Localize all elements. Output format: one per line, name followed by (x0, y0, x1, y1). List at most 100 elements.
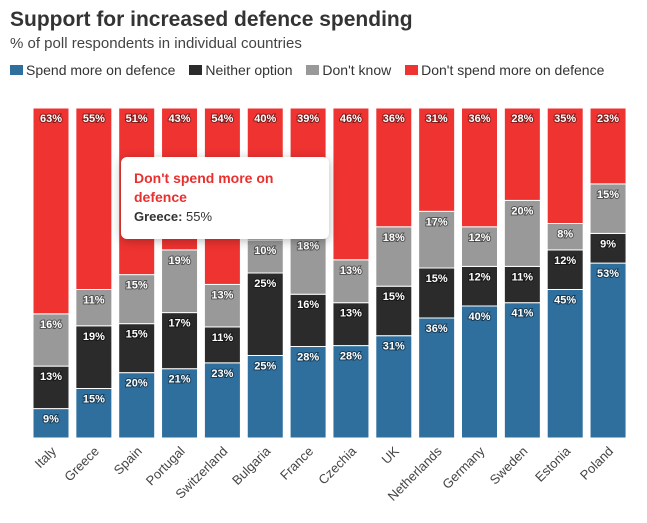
legend-label-dont-spend-more: Don't spend more on defence (421, 62, 605, 78)
data-label-uk-don-t-spend-more-on-defence: 36% (383, 113, 405, 125)
bar-france-don-t-know[interactable] (289, 234, 327, 295)
bar-spain-don-t-know[interactable] (118, 274, 156, 325)
bar-france-spend-more-on-defence[interactable] (289, 346, 327, 439)
data-label-germany-don-t-know: 12% (468, 232, 490, 244)
legend-item-dont-know[interactable]: Don't know (306, 60, 391, 80)
data-label-netherlands-neither-option: 15% (426, 273, 448, 285)
bar-portugal-spend-more-on-defence[interactable] (161, 368, 199, 439)
tooltip-label: Greece: (134, 209, 183, 224)
x-tick-label-estonia: Estonia (532, 443, 574, 485)
data-label-sweden-neither-option: 11% (512, 271, 534, 283)
bar-netherlands-don-t-know[interactable] (418, 210, 456, 269)
x-tick-label-greece: Greece (61, 444, 102, 485)
bar-italy-spend-more-on-defence[interactable] (32, 408, 70, 439)
data-label-sweden-don-t-spend-more-on-defence: 28% (511, 113, 533, 125)
x-tick-label-poland: Poland (577, 444, 616, 483)
legend-item-dont-spend-more[interactable]: Don't spend more on defence (405, 60, 604, 80)
data-label-spain-spend-more-on-defence: 20% (126, 378, 148, 390)
bar-bulgaria-don-t-know[interactable] (246, 239, 284, 274)
legend-swatch-dont-spend-more (405, 65, 419, 75)
data-label-greece-spend-more-on-defence: 15% (83, 394, 105, 406)
legend-swatch-dont-know (306, 65, 320, 75)
bar-sweden-don-t-spend-more-on-defence[interactable] (503, 107, 541, 201)
data-label-italy-don-t-know: 16% (40, 319, 62, 331)
bar-czechia-don-t-spend-more-on-defence[interactable] (332, 107, 370, 261)
bar-greece-don-t-know[interactable] (75, 289, 113, 327)
data-label-greece-neither-option: 19% (83, 331, 105, 343)
data-label-czechia-don-t-know: 13% (340, 265, 362, 277)
data-label-switzerland-neither-option: 11% (212, 332, 234, 344)
bar-poland-don-t-spend-more-on-defence[interactable] (589, 107, 627, 185)
data-label-portugal-spend-more-on-defence: 21% (169, 374, 191, 386)
bar-switzerland-neither-option[interactable] (203, 326, 241, 364)
data-label-portugal-don-t-spend-more-on-defence: 43% (169, 113, 191, 125)
bar-portugal-neither-option[interactable] (161, 312, 199, 370)
data-label-czechia-don-t-spend-more-on-defence: 46% (340, 113, 362, 125)
data-label-greece-don-t-spend-more-on-defence: 55% (83, 113, 105, 125)
data-label-czechia-neither-option: 13% (340, 308, 362, 320)
bar-bulgaria-spend-more-on-defence[interactable] (246, 355, 284, 439)
bar-netherlands-spend-more-on-defence[interactable] (418, 317, 456, 439)
legend-item-spend-more[interactable]: Spend more on defence (10, 60, 175, 80)
bar-italy-neither-option[interactable] (32, 365, 70, 410)
bar-italy-don-t-know[interactable] (32, 313, 70, 367)
tooltip: Don't spend more on defence Greece: 55% (121, 157, 329, 239)
x-tick-label-czechia: Czechia (315, 443, 359, 487)
bar-germany-neither-option[interactable] (461, 265, 498, 307)
tooltip-title: Don't spend more on defence (134, 170, 274, 205)
bar-uk-don-t-know[interactable] (375, 226, 413, 287)
bar-greece-neither-option[interactable] (75, 325, 113, 389)
bar-poland-neither-option[interactable] (589, 232, 627, 264)
legend-label-spend-more: Spend more on defence (26, 62, 176, 78)
data-label-greece-don-t-know: 11% (83, 295, 105, 307)
bar-sweden-don-t-know[interactable] (503, 199, 541, 267)
data-label-netherlands-spend-more-on-defence: 36% (426, 323, 448, 335)
bar-germany-spend-more-on-defence[interactable] (461, 305, 498, 439)
data-label-switzerland-spend-more-on-defence: 23% (211, 368, 233, 380)
legend-item-neither[interactable]: Neither option (189, 60, 293, 80)
bar-bulgaria-neither-option[interactable] (246, 272, 284, 356)
data-label-germany-spend-more-on-defence: 40% (468, 311, 490, 323)
data-label-spain-don-t-spend-more-on-defence: 51% (126, 113, 148, 125)
bar-greece-spend-more-on-defence[interactable] (75, 388, 113, 439)
bar-netherlands-don-t-spend-more-on-defence[interactable] (418, 107, 456, 212)
bar-germany-don-t-spend-more-on-defence[interactable] (461, 107, 498, 228)
x-tick-label-sweden: Sweden (487, 444, 531, 488)
data-label-italy-spend-more-on-defence: 9% (43, 414, 59, 426)
data-label-estonia-neither-option: 12% (554, 255, 576, 267)
data-label-france-spend-more-on-defence: 28% (297, 352, 319, 364)
bar-uk-neither-option[interactable] (375, 285, 413, 337)
bar-portugal-don-t-know[interactable] (161, 249, 199, 314)
bar-poland-don-t-know[interactable] (589, 183, 627, 234)
bar-sweden-spend-more-on-defence[interactable] (503, 302, 541, 439)
bar-spain-spend-more-on-defence[interactable] (118, 372, 156, 439)
data-label-sweden-spend-more-on-defence: 41% (511, 308, 533, 320)
data-label-estonia-don-t-know: 8% (557, 229, 573, 241)
data-label-spain-neither-option: 15% (126, 329, 148, 341)
x-tick-label-italy: Italy (32, 443, 60, 471)
bar-uk-don-t-spend-more-on-defence[interactable] (375, 107, 413, 228)
data-label-czechia-spend-more-on-defence: 28% (340, 351, 362, 363)
bar-spain-neither-option[interactable] (118, 323, 156, 374)
tooltip-value: 55% (186, 209, 213, 224)
data-label-france-don-t-spend-more-on-defence: 39% (297, 113, 319, 125)
data-label-netherlands-don-t-spend-more-on-defence: 31% (426, 113, 448, 125)
x-tick-label-bulgaria: Bulgaria (229, 443, 274, 488)
bar-switzerland-spend-more-on-defence[interactable] (203, 362, 241, 439)
bar-czechia-neither-option[interactable] (332, 302, 370, 347)
bar-estonia-don-t-spend-more-on-defence[interactable] (546, 107, 584, 224)
bar-france-neither-option[interactable] (289, 293, 327, 348)
data-label-sweden-don-t-know: 20% (511, 205, 533, 217)
data-label-germany-neither-option: 12% (468, 271, 490, 283)
bar-italy-don-t-spend-more-on-defence[interactable] (32, 107, 70, 315)
bar-uk-spend-more-on-defence[interactable] (375, 335, 413, 439)
bar-greece-don-t-spend-more-on-defence[interactable] (75, 107, 113, 290)
data-label-portugal-neither-option: 17% (169, 318, 191, 330)
bar-poland-spend-more-on-defence[interactable] (589, 262, 627, 439)
data-label-bulgaria-spend-more-on-defence: 25% (254, 361, 276, 373)
x-tick-label-uk: UK (379, 443, 403, 467)
bar-sweden-neither-option[interactable] (503, 265, 541, 304)
bar-estonia-don-t-know[interactable] (546, 223, 584, 251)
data-label-estonia-spend-more-on-defence: 45% (554, 295, 576, 307)
bar-estonia-spend-more-on-defence[interactable] (546, 289, 584, 439)
